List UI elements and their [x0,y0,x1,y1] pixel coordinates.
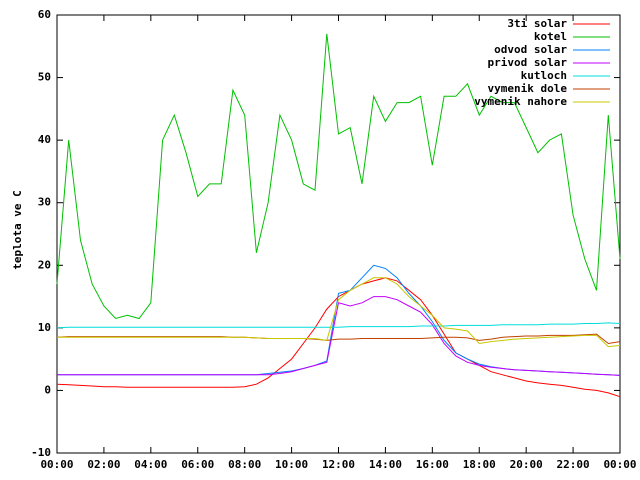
series-line [56,322,621,329]
series-line [56,277,621,398]
series-line [57,277,621,348]
x-tick-label: 00:00 [603,458,636,471]
legend-label: privod solar [488,56,568,69]
y-tick-label: 40 [38,133,51,146]
legend-label: kutloch [521,69,567,82]
y-tick-label: 30 [38,196,51,209]
x-tick-label: 18:00 [463,458,496,471]
y-tick-label: 20 [38,258,51,271]
legend-label: odvod solar [494,43,567,56]
x-tick-label: 20:00 [510,458,543,471]
series-line [57,264,621,376]
y-tick-label: 0 [44,383,51,396]
y-tick-label: 50 [38,71,51,84]
series-line [56,333,621,345]
y-axis-label: teplota ve C [11,190,24,269]
x-tick-label: 04:00 [134,458,167,471]
y-tick-label: 60 [38,8,51,21]
y-tick-label: -10 [31,446,51,459]
x-tick-label: 12:00 [322,458,355,471]
x-tick-label: 00:00 [40,458,73,471]
x-tick-label: 02:00 [87,458,120,471]
x-tick-label: 14:00 [369,458,402,471]
x-tick-label: 10:00 [275,458,308,471]
x-tick-label: 06:00 [181,458,214,471]
x-tick-label: 22:00 [557,458,590,471]
legend-label: kotel [534,30,567,43]
series-line [56,33,621,320]
y-tick-label: 10 [38,321,51,334]
legend-label: vymenik nahore [474,95,567,108]
x-tick-label: 08:00 [228,458,261,471]
legend-label: vymenik dole [488,82,568,95]
legend-label: 3ti solar [507,17,567,30]
series-line [57,296,621,376]
x-tick-label: 16:00 [416,458,449,471]
